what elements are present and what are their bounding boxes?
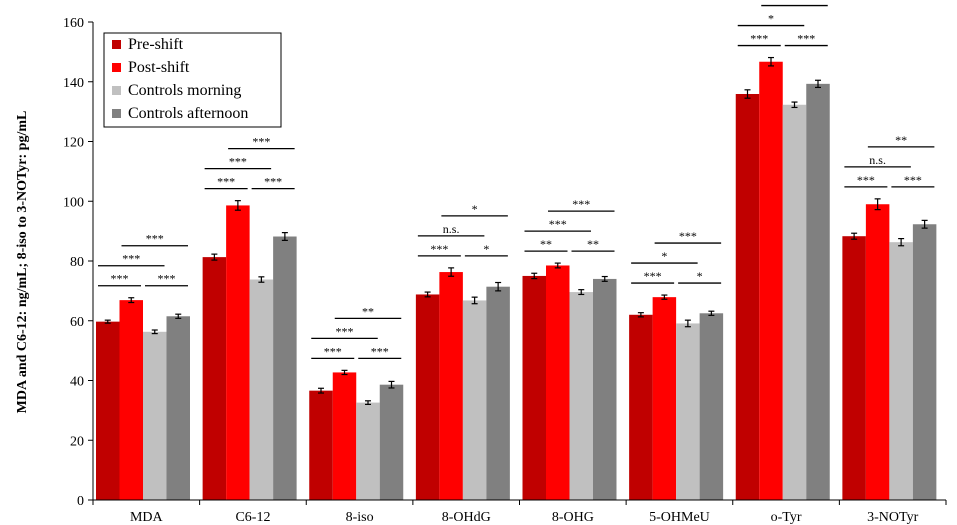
bar xyxy=(806,83,830,500)
significance-label: * xyxy=(483,242,489,256)
significance-label: ** xyxy=(362,304,374,318)
bar xyxy=(273,236,297,500)
significance-label: *** xyxy=(430,242,448,256)
significance-label: *** xyxy=(336,324,354,338)
y-tick-label: 80 xyxy=(70,255,84,270)
significance-label: *** xyxy=(644,269,662,283)
bar xyxy=(593,278,617,500)
bar xyxy=(546,265,570,500)
y-tick-label: 20 xyxy=(70,434,84,449)
legend-swatch xyxy=(112,86,121,95)
y-tick-label: 120 xyxy=(63,136,84,151)
y-tick-label: 140 xyxy=(63,76,84,91)
bar xyxy=(912,224,937,500)
bar xyxy=(415,294,440,500)
legend-label: Post-shift xyxy=(128,59,190,76)
significance-label: *** xyxy=(572,197,590,211)
y-tick-label: 160 xyxy=(63,16,84,31)
bar xyxy=(439,272,463,500)
bar xyxy=(332,372,357,500)
legend-swatch xyxy=(112,40,121,49)
significance-label: n.s. xyxy=(443,222,460,236)
x-tick-label: C6-12 xyxy=(235,510,270,525)
bar xyxy=(676,323,700,500)
x-tick-label: MDA xyxy=(130,510,164,525)
significance-label: * xyxy=(697,269,703,283)
significance-label: *** xyxy=(122,252,140,266)
y-tick-label: 100 xyxy=(63,195,84,210)
significance-label: *** xyxy=(158,272,176,286)
bar xyxy=(865,204,890,501)
y-tick-label: 40 xyxy=(70,375,84,390)
x-tick-label: 8-OHdG xyxy=(442,510,491,525)
bar xyxy=(735,93,760,500)
y-axis-title: MDA and C6-12: ng/mL; 8-iso to 3-NOTyr: … xyxy=(15,111,30,414)
significance-annotations: *** ************ ************ *********** *n… xyxy=(98,0,935,359)
bar xyxy=(96,321,120,500)
bar xyxy=(522,275,546,500)
legend-label: Controls morning xyxy=(128,82,241,99)
significance-label: *** xyxy=(217,175,235,189)
significance-label: *** xyxy=(797,32,815,46)
bar xyxy=(249,279,274,500)
bar xyxy=(309,390,333,500)
legend: Pre-shift Post-shift Controls morning Contr… xyxy=(103,32,282,128)
bar xyxy=(652,297,677,500)
bar xyxy=(202,257,227,500)
x-tick-label: 8-OHG xyxy=(552,510,594,525)
x-tick-label: 3-NOTyr xyxy=(867,510,918,525)
y-tick-label: 60 xyxy=(70,315,84,330)
bar xyxy=(143,331,167,500)
bar xyxy=(379,384,404,500)
bar xyxy=(226,205,250,500)
significance-label: *** xyxy=(750,32,768,46)
x-axis: MDA C6-12 8-iso 8-OHdG 8-OHG 5-OHMeU o-Tyr 3-NO… xyxy=(92,499,947,525)
significance-label: * xyxy=(472,202,478,216)
x-tick-label: 8-iso xyxy=(346,510,374,525)
bar xyxy=(119,300,143,500)
significance-label: * xyxy=(768,12,774,26)
x-tick-label: 5-OHMeU xyxy=(649,510,710,525)
x-tick-label: o-Tyr xyxy=(771,510,802,525)
significance-label: *** xyxy=(786,0,804,6)
y-tick-label: 0 xyxy=(77,494,84,509)
bar xyxy=(486,286,510,500)
significance-label: *** xyxy=(264,175,282,189)
significance-label: *** xyxy=(679,229,697,243)
legend-box xyxy=(103,32,282,128)
bar xyxy=(782,104,807,500)
legend-label: Pre-shift xyxy=(128,36,184,53)
legend-label: Controls afternoon xyxy=(128,105,248,122)
significance-label: *** xyxy=(229,155,247,169)
bar xyxy=(629,314,653,500)
legend-swatch xyxy=(112,63,121,72)
bar xyxy=(166,316,190,500)
significance-label: *** xyxy=(146,232,164,246)
bars xyxy=(96,61,937,501)
bar xyxy=(356,402,380,500)
legend-swatch xyxy=(112,109,121,118)
bar xyxy=(462,300,487,500)
bar xyxy=(889,242,913,500)
significance-label: * xyxy=(661,249,667,263)
significance-label: *** xyxy=(549,217,567,231)
significance-label: *** xyxy=(111,272,129,286)
bar xyxy=(842,236,866,501)
significance-label: *** xyxy=(904,173,922,187)
bar xyxy=(759,61,783,500)
significance-label: *** xyxy=(857,173,875,187)
significance-label: ** xyxy=(895,133,907,147)
significance-label: *** xyxy=(324,344,342,358)
significance-label: ** xyxy=(540,237,552,251)
bar xyxy=(699,313,724,500)
bar xyxy=(569,292,593,500)
error-bars xyxy=(104,56,928,405)
significance-label: ** xyxy=(587,237,599,251)
y-axis: 0 20 40 60 80 100 120 140 160 xyxy=(63,16,94,509)
significance-label: n.s. xyxy=(869,153,886,167)
significance-label: *** xyxy=(371,344,389,358)
significance-label: *** xyxy=(252,135,270,149)
